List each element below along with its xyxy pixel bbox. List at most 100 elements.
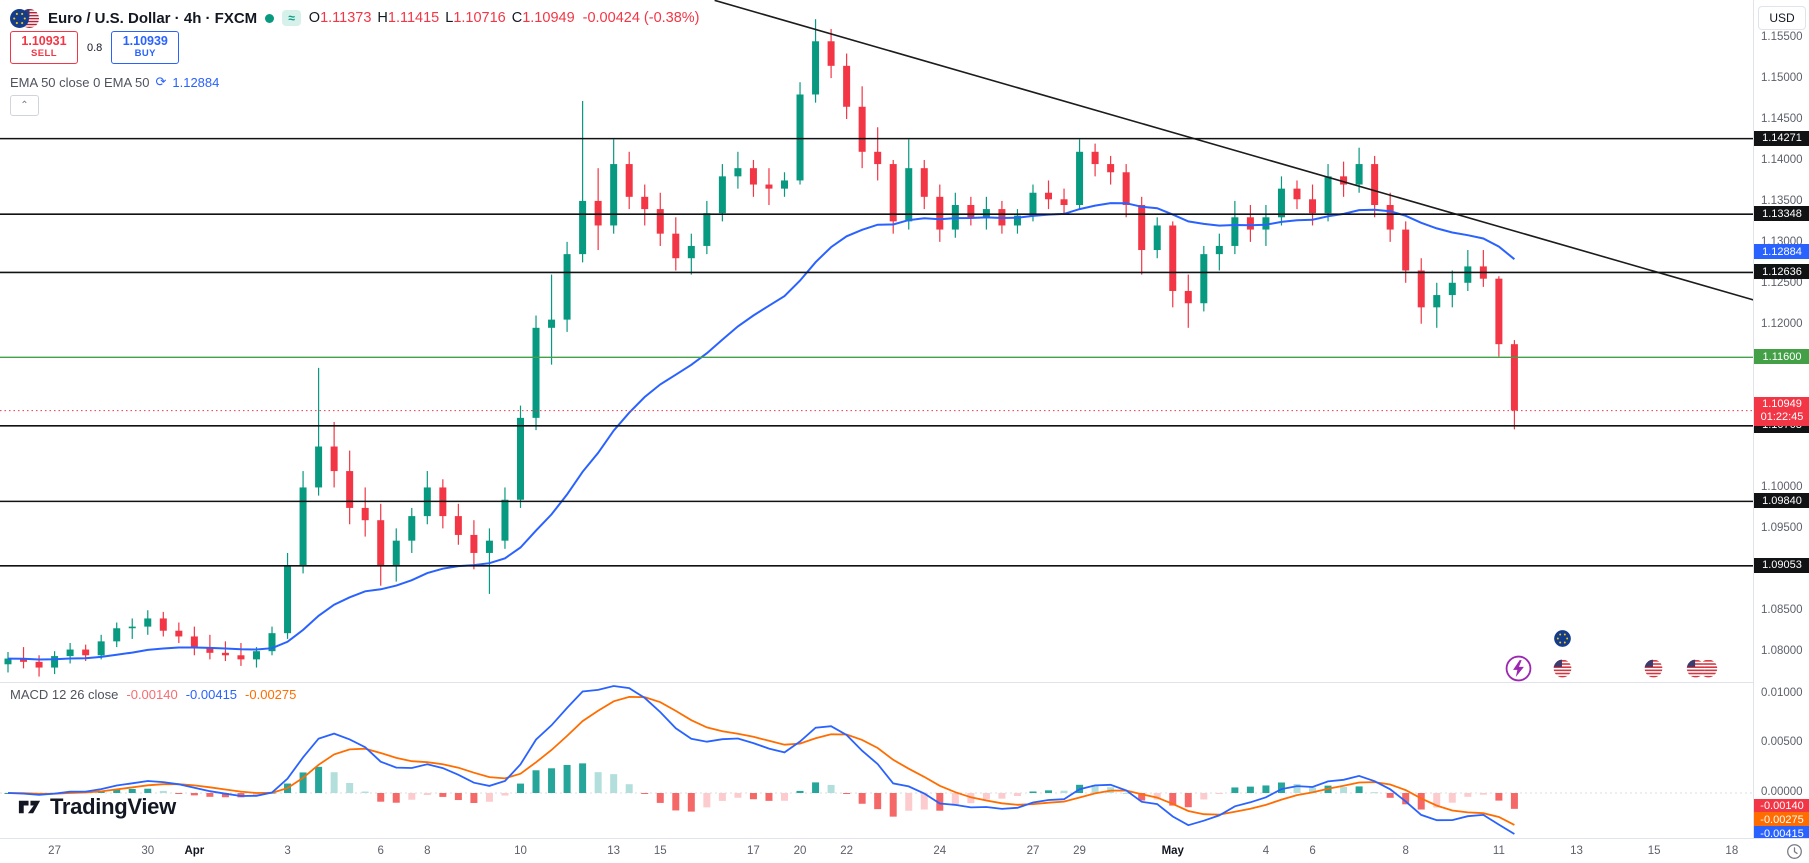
eurusd-pair-icon	[10, 8, 40, 28]
macd-hist-bar	[796, 790, 804, 793]
candle-up	[1200, 254, 1208, 304]
sell-price: 1.10931	[21, 34, 67, 49]
macd-hist-bar	[703, 793, 711, 808]
tradingview-logo[interactable]: TradingView	[16, 793, 176, 820]
macd-hist-bar	[454, 793, 462, 801]
macd-indicator-row[interactable]: MACD 12 26 close -0.00140 -0.00415 -0.00…	[10, 687, 296, 702]
candle-down	[330, 446, 338, 472]
collapse-pane-button[interactable]: ⌃	[10, 95, 39, 116]
tradingview-logo-mark-icon	[18, 800, 41, 814]
macd-hist-bar	[1293, 784, 1301, 793]
macd-hist-bar	[610, 774, 618, 793]
macd-hist-bar	[1262, 785, 1270, 793]
candle-up	[1153, 225, 1161, 251]
time-axis[interactable]: 27 30 Apr 3 6 8 10 13 15 17 20 22 24 27 29 May 4 6 8 11 13 15…	[0, 838, 1809, 863]
market-open-dot-icon	[265, 13, 275, 23]
macd-axis-label: -0.00415	[1754, 826, 1809, 838]
buy-button[interactable]: 1.10939 BUY	[111, 31, 180, 64]
price-level-label: 1.09053	[1754, 557, 1809, 573]
macd-hist-bar	[252, 793, 260, 796]
macd-hist-bar	[641, 793, 649, 794]
low-value: 1.10716	[453, 10, 506, 26]
macd-canvas[interactable]	[0, 682, 1753, 838]
close-label: C	[511, 10, 523, 26]
news-lightning-icon[interactable]	[1505, 655, 1532, 682]
us-event-flag-icon-2[interactable]	[1644, 659, 1663, 678]
candle-up	[1277, 188, 1285, 218]
price-tick: 1.08500	[1761, 604, 1803, 617]
candle-down	[20, 658, 28, 662]
ema-line[interactable]	[7, 202, 1516, 661]
time-label: 11	[1492, 845, 1505, 857]
pane-separator[interactable]	[0, 682, 1809, 683]
macd-hist-bar	[1355, 786, 1363, 793]
candle-down	[1107, 164, 1115, 173]
sell-button[interactable]: 1.10931 SELL	[10, 31, 78, 64]
high-label: H	[377, 10, 388, 26]
main-chart-canvas[interactable]	[0, 0, 1753, 682]
macd-hist-bar	[672, 793, 680, 811]
time-label: 13	[607, 845, 621, 857]
timezone-clock-icon[interactable]	[1786, 843, 1803, 860]
close-value: 1.10949	[522, 10, 575, 26]
delayed-data-badge[interactable]: ≈	[282, 10, 301, 26]
macd-hist-bar	[144, 788, 152, 793]
macd-hist-bar	[843, 793, 851, 794]
time-label: 30	[141, 845, 155, 857]
time-label: Apr	[184, 845, 205, 857]
candle-up	[144, 618, 152, 627]
main-chart-pane[interactable]	[0, 0, 1753, 682]
eu-event-flag-icon[interactable]	[1553, 629, 1572, 648]
macd-hist-bar	[765, 793, 773, 801]
candle-up	[4, 658, 12, 665]
us-event-flag-icon[interactable]	[1553, 659, 1572, 678]
macd-hist-bar	[1340, 787, 1348, 793]
macd-signal-line	[7, 695, 1515, 826]
candle-down	[672, 233, 680, 259]
price-tick: 1.14500	[1761, 112, 1803, 125]
macd-hist-bar	[1013, 793, 1021, 796]
low-label: L	[445, 10, 454, 26]
time-label: 27	[1026, 845, 1040, 857]
candle-up	[408, 516, 416, 541]
time-label: 8	[1402, 845, 1409, 857]
trade-panel: 1.10931 SELL 0.8 1.10939 BUY	[10, 31, 180, 64]
candle-down	[175, 630, 183, 637]
candle-up	[299, 487, 307, 566]
macd-line-value: -0.00415	[185, 687, 238, 702]
candle-up	[97, 641, 105, 656]
symbol-title[interactable]: Euro / U.S. Dollar · 4h · FXCM	[48, 9, 258, 27]
price-tick: 1.12000	[1761, 317, 1803, 330]
ema-indicator-row[interactable]: EMA 50 close 0 EMA 50 ⟳ 1.12884	[10, 74, 219, 90]
us-event-flag-pair-icon[interactable]	[1686, 659, 1718, 678]
macd-hist-bar	[749, 793, 757, 800]
candle-up	[548, 319, 556, 328]
macd-hist-bar	[1371, 792, 1379, 794]
time-label: 24	[933, 845, 947, 857]
candle-down	[1246, 217, 1254, 230]
price-tick: 1.15000	[1761, 71, 1803, 84]
descending-trendline[interactable]	[714, 0, 1753, 301]
candle-down	[1510, 344, 1518, 411]
candle-down	[765, 184, 773, 189]
buy-label: BUY	[134, 48, 156, 60]
candle-down	[641, 196, 649, 210]
candle-up	[268, 633, 276, 652]
candle-up	[128, 626, 136, 629]
macd-hist-bar	[920, 793, 928, 810]
candle-up	[703, 213, 711, 246]
macd-hist-bar	[1464, 793, 1472, 797]
price-axis[interactable]: USD 1.15500 1.15000 1.14500 1.14000 1.13500 1…	[1753, 0, 1809, 838]
currency-toggle-button[interactable]: USD	[1758, 6, 1806, 30]
macd-hist-bar	[718, 793, 726, 801]
candle-down	[827, 41, 835, 66]
macd-pane[interactable]	[0, 682, 1753, 838]
time-label: 6	[1309, 845, 1316, 857]
candle-down	[874, 151, 882, 165]
last-price-label: 1.10949	[1762, 397, 1802, 410]
price-tick: 0.00000	[1761, 786, 1803, 798]
macd-hist-bar	[113, 789, 121, 793]
macd-hist-bar	[346, 782, 354, 793]
price-tick: 0.01000	[1761, 686, 1803, 699]
